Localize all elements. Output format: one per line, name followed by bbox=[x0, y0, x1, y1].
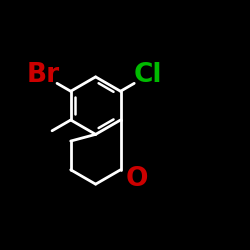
Text: Cl: Cl bbox=[134, 62, 162, 88]
Text: O: O bbox=[126, 166, 148, 192]
Text: Br: Br bbox=[27, 62, 60, 88]
